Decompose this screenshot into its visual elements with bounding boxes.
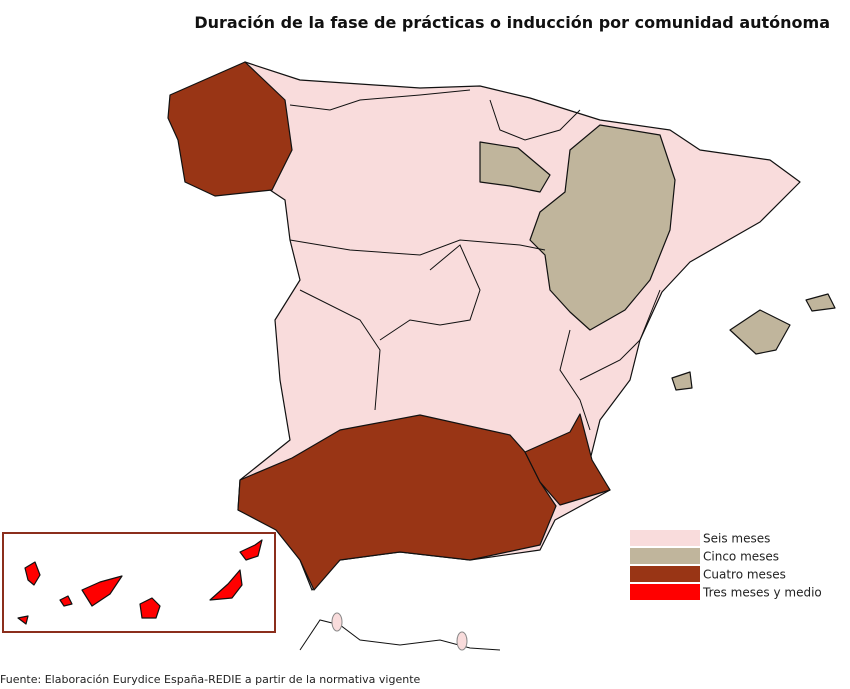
region (237, 414, 557, 591)
legend-label: Cinco meses (703, 550, 779, 564)
region (729, 309, 791, 355)
border (379, 244, 481, 341)
region (24, 561, 41, 586)
border (299, 289, 381, 411)
ceuta (331, 612, 343, 632)
border (289, 89, 471, 111)
legend-swatch (630, 584, 700, 600)
legend-swatch (630, 530, 700, 546)
source: Fuente: Elaboración Eurydice España-REDI… (0, 673, 421, 686)
legend-label: Cuatro meses (703, 568, 786, 582)
legend: Seis meses Cinco meses Cuatro meses Tres me… (630, 530, 822, 600)
melilla (456, 631, 468, 651)
region (671, 371, 693, 391)
region (209, 569, 243, 601)
region (17, 615, 29, 625)
region (167, 61, 293, 197)
region (81, 575, 123, 607)
region (139, 597, 161, 619)
ceuta-melilla (299, 612, 501, 651)
border (579, 289, 661, 381)
regions (17, 61, 836, 625)
border (289, 239, 546, 256)
border (559, 329, 591, 431)
region (59, 595, 73, 607)
border (489, 99, 581, 141)
map-title: Duración de la fase de prácticas o induc… (194, 13, 830, 32)
canary-box (2, 532, 276, 633)
region (524, 413, 611, 506)
legend-swatch (630, 548, 700, 564)
region (239, 539, 263, 561)
legend-swatch (630, 566, 700, 582)
region (479, 141, 551, 193)
internal-borders (289, 89, 661, 431)
region (805, 293, 836, 312)
region (529, 124, 676, 331)
legend-label: Seis meses (703, 532, 770, 546)
legend-label: Tres meses y medio (702, 586, 822, 600)
